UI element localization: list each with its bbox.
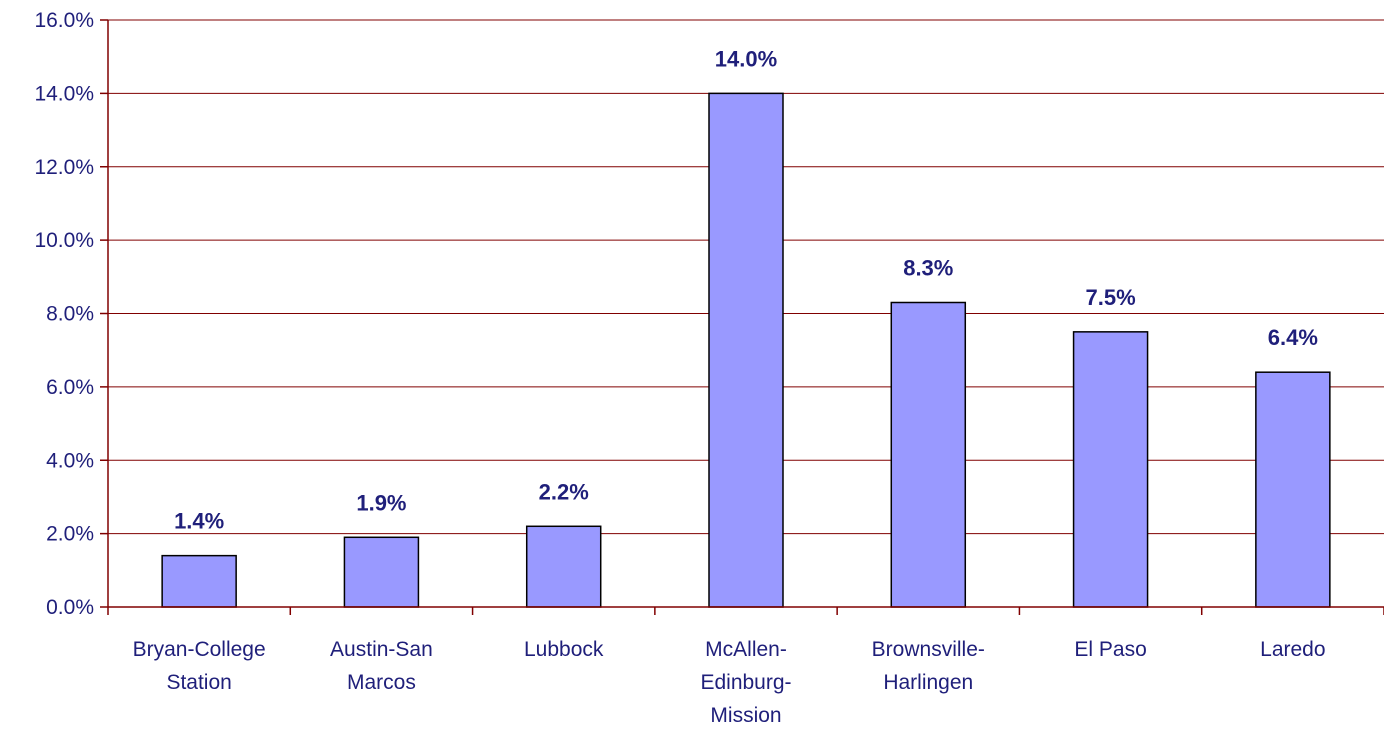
data-label: 1.9% (356, 490, 406, 515)
x-category-label: Marcos (347, 671, 416, 694)
y-tick-label: 4.0% (46, 449, 94, 472)
bars (161, 92, 1331, 608)
x-category-label: Harlingen (883, 671, 973, 694)
y-tick-label: 14.0% (34, 82, 94, 105)
bar (525, 525, 602, 608)
data-label: 6.4% (1268, 325, 1318, 350)
x-category-label: Austin-San (330, 638, 433, 661)
data-label: 8.3% (903, 255, 953, 280)
x-category-label: Laredo (1260, 638, 1325, 661)
bar (890, 301, 967, 608)
bar (1255, 371, 1331, 608)
data-label: 7.5% (1085, 285, 1135, 310)
data-label: 1.4% (174, 509, 224, 534)
x-category-label: Edinburg- (700, 671, 791, 694)
data-label: 14.0% (715, 46, 777, 71)
x-category-label: El Paso (1074, 638, 1146, 661)
bar (708, 92, 784, 608)
y-tick-label: 12.0% (34, 156, 94, 179)
y-tick-label: 6.0% (46, 376, 94, 399)
y-tick-label: 16.0% (34, 9, 94, 32)
bar (161, 554, 237, 608)
x-category-label: Station (166, 671, 231, 694)
y-tick-label: 2.0% (46, 523, 94, 546)
y-tick-label: 0.0% (46, 596, 94, 619)
axes (100, 19, 1384, 615)
x-category-label: Lubbock (524, 638, 604, 661)
x-category-label: Brownsville- (872, 638, 985, 661)
y-tick-label: 8.0% (46, 303, 94, 326)
y-tick-label: 10.0% (34, 229, 94, 252)
bar (343, 536, 420, 608)
bar (1072, 331, 1149, 608)
data-label: 2.2% (539, 479, 589, 504)
x-category-label: Mission (710, 704, 781, 727)
labels: 0.0% 2.0% 4.0% 6.0% 8.0% 10.0% 12.0% 14.0% 16.0%… (34, 9, 1325, 727)
x-category-label: McAllen- (705, 638, 787, 661)
x-category-label: Bryan-College (133, 638, 266, 661)
